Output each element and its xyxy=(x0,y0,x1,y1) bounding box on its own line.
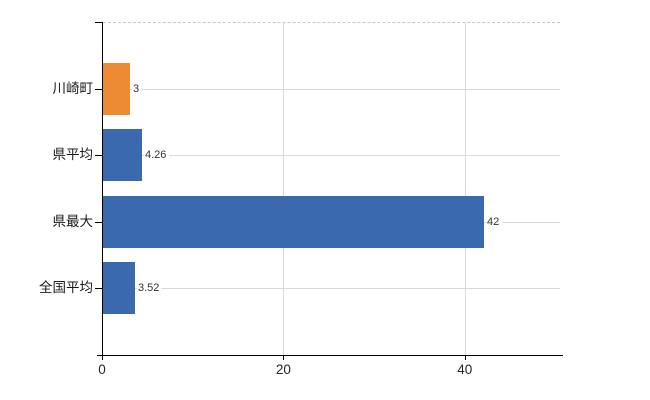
x-axis-tick-label: 20 xyxy=(275,362,291,377)
bar xyxy=(103,63,130,115)
x-axis-tick-label: 0 xyxy=(98,362,106,377)
bar xyxy=(103,262,135,314)
x-axis-tick xyxy=(464,355,466,360)
bar-value-label: 4.26 xyxy=(144,147,170,163)
vertical-gridline xyxy=(464,23,466,355)
bar xyxy=(103,196,484,248)
category-leader-line xyxy=(103,288,560,289)
category-tick xyxy=(95,155,102,156)
category-leader-line xyxy=(103,155,560,156)
y-axis-top-tick xyxy=(95,22,102,23)
bar-value-label: 42 xyxy=(486,214,503,230)
y-axis-line xyxy=(102,22,103,355)
plot-top-dashed-border xyxy=(103,22,560,23)
category-label: 県最大 xyxy=(52,214,94,229)
category-tick xyxy=(95,222,102,223)
category-label: 川崎町 xyxy=(52,81,94,96)
category-label: 県平均 xyxy=(52,147,94,162)
bar-value-label: 3 xyxy=(132,81,143,97)
category-leader-line xyxy=(103,89,560,90)
category-tick xyxy=(95,288,102,289)
category-label: 全国平均 xyxy=(39,280,93,295)
x-axis-tick xyxy=(283,355,285,360)
x-axis-tick xyxy=(102,355,103,360)
category-tick xyxy=(95,89,102,90)
x-axis-line xyxy=(97,355,563,356)
vertical-gridline xyxy=(283,23,285,355)
bar xyxy=(103,129,142,181)
bar-value-label: 3.52 xyxy=(137,280,163,296)
x-axis-tick-label: 40 xyxy=(457,362,473,377)
